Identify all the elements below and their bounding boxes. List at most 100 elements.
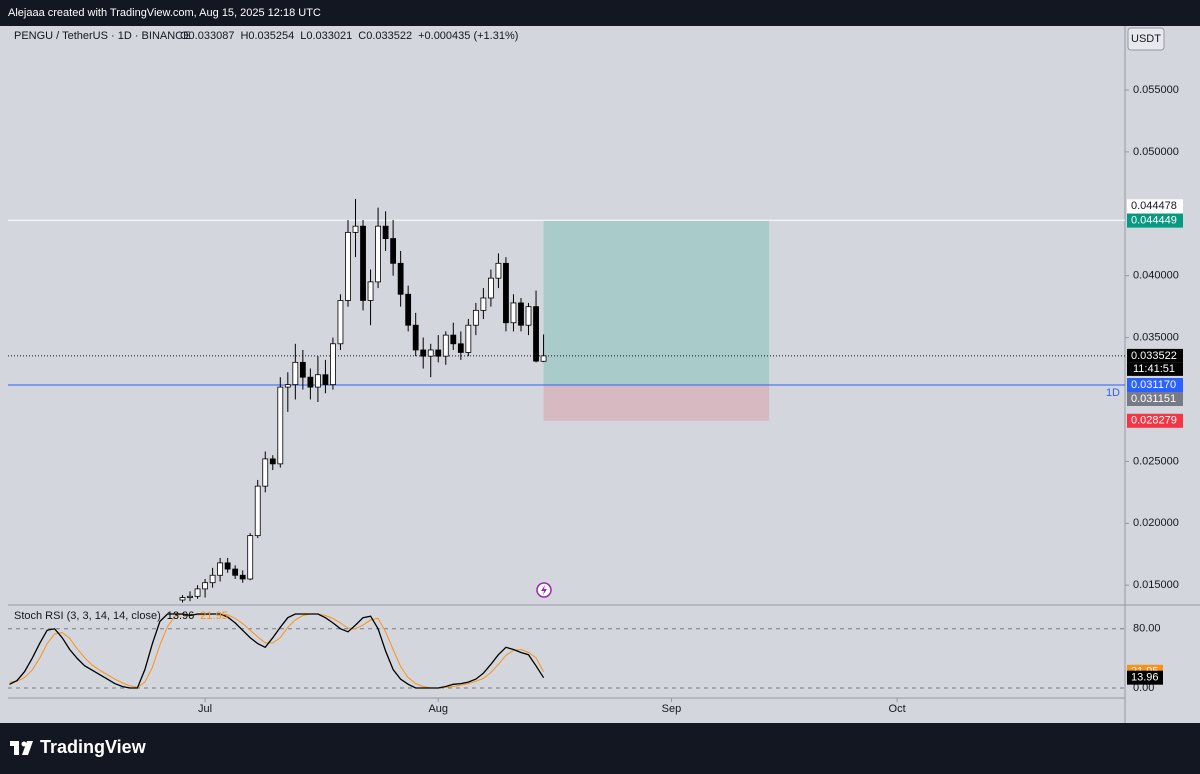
candle-body — [390, 238, 397, 264]
currency-label[interactable]: USDT — [1131, 33, 1161, 45]
ohlc-value: O0.033087 — [180, 30, 234, 42]
candle-body — [510, 302, 517, 324]
candle-body — [495, 262, 502, 279]
candle-body — [307, 376, 314, 388]
candle-body — [480, 297, 487, 311]
candle-body — [533, 306, 539, 362]
countdown: 11:41:51 — [1133, 363, 1175, 375]
candle-body — [224, 562, 231, 570]
candle-body — [472, 309, 479, 326]
candle-body — [435, 349, 442, 357]
x-tick-label: Oct — [889, 703, 906, 715]
y-tick-label: 0.025000 — [1133, 455, 1179, 467]
candle-body — [277, 386, 284, 465]
candle-body — [262, 458, 269, 487]
candle-body — [179, 597, 186, 601]
brand-logo — [10, 741, 33, 755]
target-price: 0.044449 — [1131, 215, 1177, 227]
candle-body — [352, 225, 359, 233]
indicator-value: 13.96 — [167, 610, 195, 622]
stop-price: 0.028279 — [1131, 415, 1177, 427]
candle-body — [525, 306, 532, 326]
candle-body — [420, 349, 427, 357]
candle-body — [239, 574, 246, 580]
candle-body — [427, 349, 434, 357]
candle-body — [217, 562, 224, 576]
candle-body — [405, 293, 412, 326]
last-price: 0.033522 — [1131, 350, 1177, 362]
candle-body — [247, 535, 254, 580]
candle-body — [442, 334, 449, 357]
top-bar — [0, 0, 1200, 26]
ohlc-value: H0.035254 — [240, 30, 294, 42]
line-price: 0.044478 — [1131, 200, 1177, 212]
candle-body — [360, 225, 366, 301]
last-price-box — [1127, 348, 1183, 363]
candle-body — [209, 574, 216, 584]
x-tick-label: Sep — [662, 703, 682, 715]
y-tick-label: 0.00 — [1133, 682, 1154, 694]
credit: Alejaaa created with TradingView.com, Au… — [8, 7, 321, 19]
y-tick-label: 0.050000 — [1133, 146, 1179, 158]
candle-body — [284, 384, 291, 388]
candle-body — [254, 485, 261, 537]
entry-price-box — [1127, 392, 1183, 407]
candle-body — [202, 582, 208, 590]
brand: TradingView — [40, 737, 147, 757]
candle-body — [367, 281, 374, 301]
candle-body — [292, 361, 299, 386]
candle-body — [187, 595, 193, 598]
target-price-box — [1127, 213, 1183, 228]
candle-body — [412, 324, 419, 351]
candle-body — [457, 343, 464, 353]
indicator-value-label: 13.96 — [1131, 672, 1159, 684]
candle-body — [345, 231, 351, 301]
stop-price-box — [1127, 413, 1183, 428]
candle-body — [503, 262, 509, 324]
y-tick-label: 80.00 — [1133, 623, 1161, 635]
symbol: PENGU / TetherUS · 1D · BINANCE — [14, 30, 190, 42]
y-tick-label: 0.035000 — [1133, 331, 1179, 343]
y-tick-label: 0.055000 — [1133, 84, 1179, 96]
alert-price: 0.031170 — [1131, 379, 1176, 391]
candle-body — [540, 355, 547, 362]
candle-body — [375, 225, 381, 283]
alert-price-box — [1127, 378, 1183, 393]
stop-zone — [543, 385, 770, 421]
line-price-box — [1127, 199, 1183, 214]
stoch-line — [9, 613, 545, 689]
entry-price: 0.031151 — [1131, 393, 1176, 405]
candle-body — [330, 343, 336, 386]
candle-body — [450, 334, 457, 345]
candle-body — [194, 588, 201, 597]
candle-body — [299, 361, 306, 378]
x-tick-label: Aug — [428, 703, 448, 715]
target-zone — [543, 220, 770, 386]
candle-body — [518, 302, 524, 326]
candle-body — [322, 374, 329, 386]
candle-body — [465, 324, 472, 353]
candle-body — [488, 277, 494, 299]
currency-button[interactable] — [1127, 27, 1165, 51]
y-tick-label: 0.020000 — [1133, 517, 1179, 529]
ohlc-value: +0.000435 (+1.31%) — [418, 30, 518, 42]
bottom-bar — [0, 723, 1200, 774]
candle-body — [315, 374, 321, 388]
event-icon-bolt — [541, 585, 547, 595]
y-tick-label: 0.015000 — [1133, 579, 1179, 591]
x-tick-label: Jul — [198, 703, 212, 715]
countdown-box — [1127, 362, 1183, 376]
candle-body — [269, 458, 276, 465]
y-tick-label: 0.040000 — [1133, 270, 1179, 282]
indicator-title: Stoch RSI (3, 3, 14, 14, close) — [14, 610, 161, 622]
ohlc-value: C0.033522 — [358, 30, 412, 42]
candle-body — [397, 262, 404, 295]
indicator-value-box — [1127, 670, 1163, 685]
candle-body — [337, 300, 344, 345]
alert-interval: 1D — [1106, 387, 1120, 399]
candle-body — [232, 568, 239, 576]
candle-body — [382, 225, 389, 239]
ohlc-value: L0.033021 — [300, 30, 352, 42]
